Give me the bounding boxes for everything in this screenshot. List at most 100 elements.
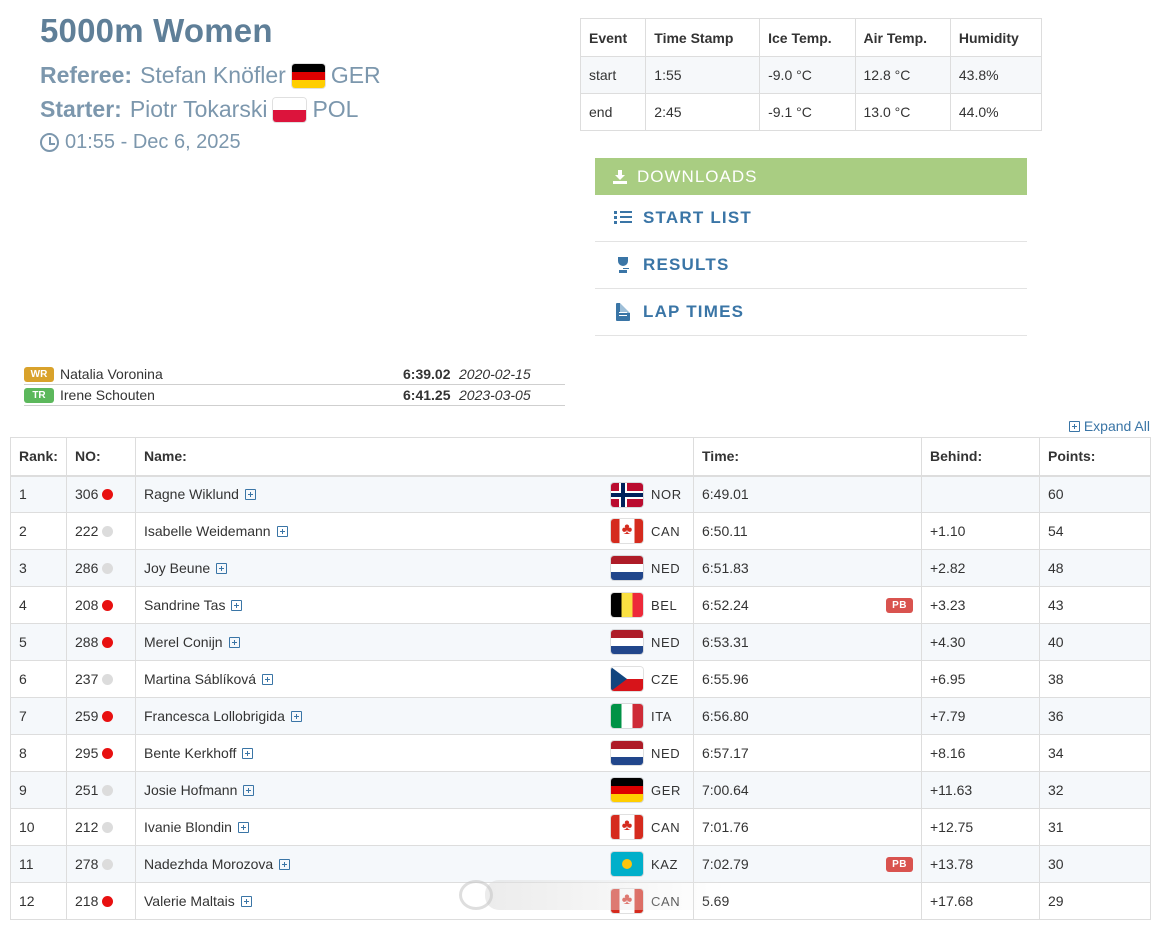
expand-row-icon[interactable] [290, 711, 302, 722]
conditions-row: end 2:45 -9.1 °C 13.0 °C 44.0% [579, 93, 1043, 131]
skater-name: Joy Beune [144, 560, 211, 576]
lane-dot-icon [102, 600, 114, 611]
rank-cell: 3 [10, 549, 67, 587]
time-cell: 5.69 [693, 882, 922, 920]
expand-row-icon[interactable] [231, 600, 243, 611]
country-block: BEL [611, 593, 677, 617]
country-code: CAN [651, 893, 681, 909]
finish-time: 7:02.79 [702, 856, 749, 872]
behind-cell: +13.78 [921, 845, 1040, 883]
country-code: BEL [651, 597, 678, 613]
conditions-header-row: Event Time Stamp Ice Temp. Air Temp. Hum… [579, 18, 1043, 57]
finish-time: 5.69 [702, 893, 730, 909]
behind-cell: +4.30 [921, 623, 1040, 661]
number-cell: 208 [66, 586, 136, 624]
expand-row-icon[interactable] [216, 563, 228, 574]
country-flag-icon [611, 852, 643, 876]
conditions-row: start 1:55 -9.0 °C 12.8 °C 43.8% [579, 56, 1043, 94]
expand-row-icon[interactable] [262, 674, 274, 685]
country-flag-icon [611, 519, 643, 543]
rank-cell: 1 [10, 475, 67, 513]
referee-label: Referee: [40, 62, 133, 88]
results-label: RESULTS [643, 255, 730, 274]
country-block: GER [611, 778, 681, 802]
name-cell: Isabelle Weidemann CAN [135, 512, 694, 550]
referee-country: GER [330, 62, 381, 88]
name-cell: Sandrine Tas BEL [135, 586, 694, 624]
country-block: ITA [611, 704, 672, 728]
name-cell: Joy Beune NED [135, 549, 694, 587]
bib-number: 288 [75, 634, 99, 650]
rank-cell: 12 [10, 882, 67, 920]
conditions-air-temp: 12.8 °C [854, 56, 951, 94]
lane-dot-icon [102, 822, 114, 833]
conditions-air-temp: 13.0 °C [854, 93, 951, 131]
time-cell: 6:51.83 [693, 549, 922, 587]
rank-cell: 6 [10, 660, 67, 698]
lane-dot-icon [102, 748, 114, 759]
expand-row-icon[interactable] [228, 637, 240, 648]
number-cell: 278 [66, 845, 136, 883]
behind-cell: +8.16 [921, 734, 1040, 772]
lane-dot-icon [102, 785, 114, 796]
number-cell: 288 [66, 623, 136, 661]
conditions-humidity: 44.0% [949, 93, 1043, 131]
table-row: 11 278 Nadezhda Morozova KAZ 7:02.79 PB +13.78… [10, 845, 1151, 883]
header-points: Points: [1039, 437, 1151, 477]
poland-flag-icon [273, 97, 307, 122]
record-time: 6:39.02 [403, 366, 451, 382]
trophy-icon [615, 257, 631, 273]
starter-line: Starter: Piotr Tokarski POL [40, 96, 358, 123]
name-cell: Valerie Maltais CAN [135, 882, 694, 920]
finish-time: 6:53.31 [702, 634, 749, 650]
behind-cell: +3.23 [921, 586, 1040, 624]
lap-times-link[interactable]: LAP TIMES [595, 289, 1027, 336]
expand-row-icon[interactable] [243, 785, 255, 796]
time-cell: 7:02.79 PB [693, 845, 922, 883]
start-list-link[interactable]: START LIST [595, 195, 1027, 242]
points-cell: 43 [1039, 586, 1151, 624]
table-row: 8 295 Bente Kerkhoff NED 6:57.17 +8.16 34 [10, 734, 1151, 772]
conditions-header-ice-temp: Ice Temp. [759, 18, 856, 57]
expand-row-icon[interactable] [279, 859, 291, 870]
lane-dot-icon [102, 896, 114, 907]
country-block: NOR [611, 482, 682, 507]
country-flag-icon [611, 667, 643, 691]
datetime-text: 01:55 - Dec 6, 2025 [65, 131, 241, 153]
expand-row-icon[interactable] [240, 896, 252, 907]
country-block: CAN [611, 889, 680, 913]
bib-number: 218 [75, 893, 99, 909]
conditions-header-timestamp: Time Stamp [645, 18, 761, 57]
event-datetime: 01:55 - Dec 6, 2025 [40, 131, 241, 154]
finish-time: 6:49.01 [702, 486, 749, 503]
time-cell: 6:49.01 [693, 475, 922, 513]
table-row: 5 288 Merel Conijn NED 6:53.31 +4.30 40 [10, 623, 1151, 661]
expand-row-icon[interactable] [244, 489, 256, 501]
results-header-row: Rank: NO: Name: Time: Behind: Points: [10, 437, 1151, 477]
points-cell: 48 [1039, 549, 1151, 587]
finish-time: 7:01.76 [702, 819, 749, 835]
results-body: 1 306 Ragne Wiklund NOR 6:49.01 60 2 222 Isabell… [10, 475, 1151, 920]
record-date: 2023-03-05 [459, 387, 531, 403]
number-cell: 259 [66, 697, 136, 735]
behind-cell: +12.75 [921, 808, 1040, 846]
bib-number: 208 [75, 597, 99, 613]
starter-name: Piotr Tokarski [129, 96, 268, 122]
results-table: Rank: NO: Name: Time: Behind: Points: 1 3… [10, 437, 1151, 920]
country-block: NED [611, 556, 680, 580]
expand-all-link[interactable]: Expand All [1068, 418, 1150, 434]
table-row: 7 259 Francesca Lollobrigida ITA 6:56.80 +7.7… [10, 697, 1151, 735]
conditions-header-air-temp: Air Temp. [854, 18, 951, 57]
results-link[interactable]: RESULTS [595, 242, 1027, 289]
expand-row-icon[interactable] [242, 748, 254, 759]
country-block: CAN [611, 815, 680, 839]
country-code: KAZ [651, 856, 679, 872]
list-icon [614, 211, 632, 225]
expand-row-icon[interactable] [237, 822, 249, 833]
records-list: WR Natalia Voronina 6:39.02 2020-02-15 T… [24, 364, 565, 406]
bib-number: 286 [75, 560, 99, 576]
record-date: 2020-02-15 [459, 366, 531, 382]
expand-row-icon[interactable] [276, 526, 288, 537]
points-cell: 40 [1039, 623, 1151, 661]
